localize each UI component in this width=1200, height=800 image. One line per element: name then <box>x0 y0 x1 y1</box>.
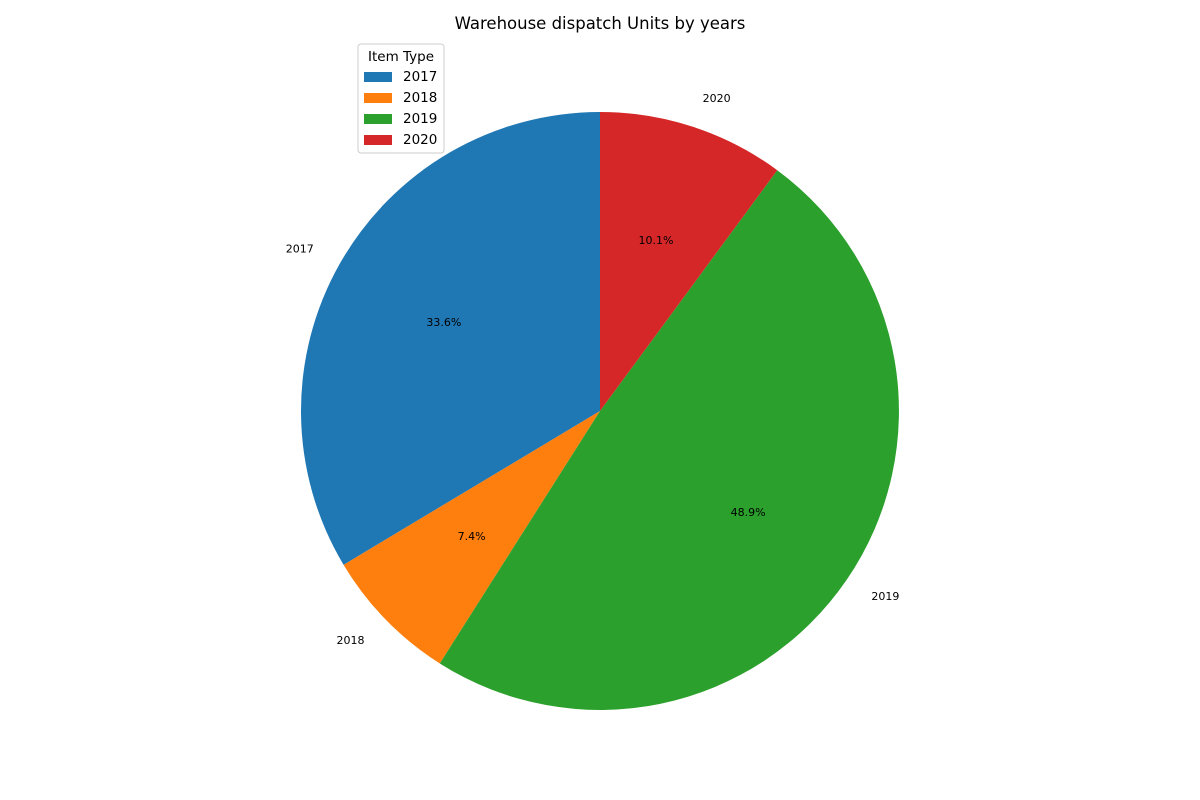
legend-label-2018: 2018 <box>403 90 437 106</box>
pie-slices <box>300 112 899 710</box>
legend-swatch-2020 <box>364 135 392 145</box>
legend-title: Item Type <box>368 49 434 65</box>
slice-label-2018: 2018 <box>337 634 365 647</box>
pie-slice-2017 <box>300 112 600 565</box>
chart-title: Warehouse dispatch Units by years <box>455 14 746 33</box>
slice-label-2020: 2020 <box>703 92 731 105</box>
legend-label-2019: 2019 <box>403 111 437 127</box>
legend-swatch-2018 <box>364 93 392 103</box>
legend-swatch-2019 <box>364 114 392 124</box>
pie-labels: 33.6% 2017 7.4% 2018 48.9% 2019 10.1% 2020 <box>286 92 900 647</box>
slice-label-2017: 2017 <box>286 242 314 255</box>
legend-swatch-2017 <box>364 72 392 82</box>
legend-label-2020: 2020 <box>403 132 437 148</box>
pie-slice-2020 <box>600 112 778 411</box>
legend: Item Type 2017 2018 2019 2020 <box>357 43 445 154</box>
legend-items: 2017 2018 2019 2020 <box>364 69 437 148</box>
pie-slice-2019 <box>439 170 899 710</box>
slice-percent-label-2017: 33.6% <box>426 316 461 329</box>
slice-percent-label-2018: 7.4% <box>458 530 486 543</box>
slice-percent-label-2019: 48.9% <box>731 506 766 519</box>
legend-label-2017: 2017 <box>403 69 437 85</box>
pie-slice-2018 <box>343 411 600 664</box>
slice-label-2019: 2019 <box>871 590 899 603</box>
legend-frame <box>357 43 445 154</box>
slice-percent-label-2020: 10.1% <box>639 234 674 247</box>
